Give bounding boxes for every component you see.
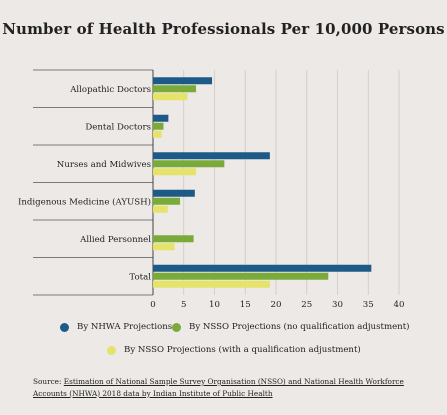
- bar: [153, 85, 197, 93]
- category-label: Allopathic Doctors: [69, 85, 151, 95]
- source-note: Source: Estimation of National Sample Su…: [33, 376, 423, 399]
- x-tick-label: 20: [271, 300, 282, 310]
- x-tick-label: 40: [394, 300, 405, 310]
- bar: [153, 152, 270, 160]
- legend-label-nhwa: By NHWA Projections: [77, 322, 173, 332]
- bar-chart: Allopathic Doctors Dental Doctors Nurses a…: [18, 69, 405, 310]
- legend-item-nsso-with-adjustment: By NSSO Projections (with a qualificatio…: [107, 345, 361, 355]
- bar: [153, 197, 181, 205]
- category-label: Dental Doctors: [85, 122, 151, 132]
- x-tick-label: 35: [363, 300, 374, 310]
- legend-item-nhwa: By NHWA Projections: [60, 322, 172, 332]
- x-tick-label: 0: [150, 300, 155, 310]
- category-label: Total: [129, 272, 151, 282]
- legend-swatch-nsso-with-adjustment: [107, 345, 116, 355]
- bar: [153, 272, 329, 280]
- x-tick-label: 25: [301, 300, 312, 310]
- bar: [153, 122, 164, 130]
- source-link[interactable]: Estimation of National Sample Survey Org…: [33, 377, 404, 398]
- bar: [153, 160, 225, 168]
- bar: [153, 93, 188, 101]
- source-prefix: Source:: [33, 377, 64, 386]
- category-label: Nurses and Midwives: [57, 160, 151, 170]
- bar: [153, 77, 213, 85]
- category-label: Allied Personnel: [79, 235, 151, 245]
- x-tick-label: 15: [240, 300, 251, 310]
- legend-swatch-nhwa: [60, 322, 69, 332]
- legend-swatch-nsso-no-adjustment: [172, 322, 181, 332]
- bar: [153, 130, 162, 138]
- bar: [153, 168, 197, 176]
- bar: [153, 264, 372, 272]
- bar: [153, 189, 195, 197]
- category-label: Indigenous Medicine (AYUSH): [18, 196, 151, 207]
- bar: [153, 280, 270, 288]
- legend-label-nsso-no-adjustment: By NSSO Projections (no qualification ad…: [189, 322, 410, 332]
- legend-label-nsso-with-adjustment: By NSSO Projections (with a qualificatio…: [124, 345, 361, 355]
- bar: [153, 243, 175, 251]
- x-tick-label: 5: [181, 300, 186, 310]
- bar: [153, 114, 169, 122]
- x-tick-label: 30: [332, 300, 343, 310]
- chart-title: Number of Health Professionals Per 10,00…: [2, 20, 445, 38]
- bar: [153, 235, 194, 243]
- x-tick-label: 10: [209, 300, 220, 310]
- legend-item-nsso-no-adjustment: By NSSO Projections (no qualification ad…: [172, 322, 410, 332]
- bar: [153, 205, 168, 213]
